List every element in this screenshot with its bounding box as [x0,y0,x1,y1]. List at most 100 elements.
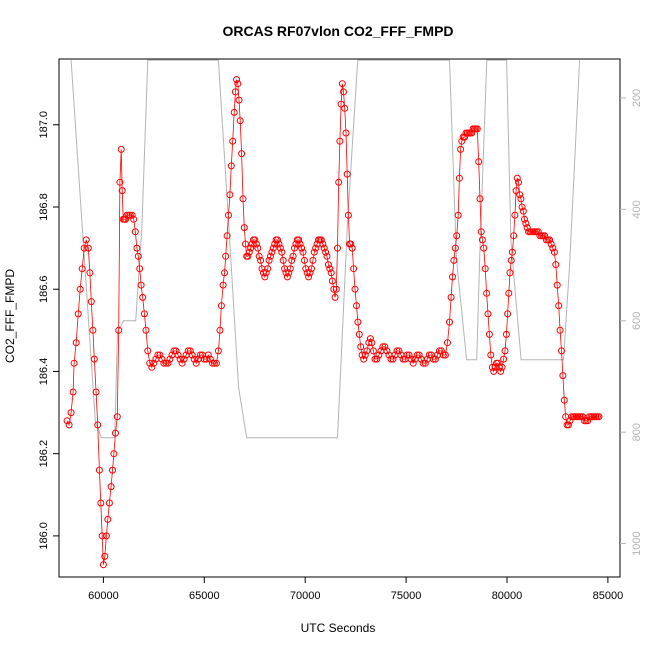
data-point [276,244,284,252]
data-point [441,351,449,359]
data-point [435,347,443,355]
data-point [498,363,506,371]
data-point [415,351,423,359]
data-point [295,236,303,244]
chart-title: ORCAS RF07vlon CO2_FFF_FMPD [222,23,453,39]
data-point [310,248,318,256]
data-point [419,359,427,367]
data-point [565,421,572,429]
data-point [196,351,204,359]
data-point [516,191,524,199]
data-point [328,277,336,285]
data-point [217,302,225,310]
data-point [360,355,368,363]
data-point [251,236,259,244]
data-point [373,355,381,363]
data-point [560,396,568,404]
x-tick-label: 65000 [189,590,220,602]
data-point [254,244,262,252]
data-point [361,351,369,359]
data-point [274,236,281,244]
data-point [407,355,415,363]
data-point [555,302,563,310]
data-point [354,318,362,326]
data-point [102,532,110,540]
data-point [455,174,463,182]
data-point [409,359,417,367]
data-point [522,219,530,227]
data-point [348,244,356,252]
data-point [431,355,439,363]
data-point [286,265,294,273]
data-point [331,293,339,301]
data-point [245,248,253,256]
data-point [267,252,274,260]
data-point [504,310,512,318]
data-point [222,252,230,260]
data-point [117,145,125,153]
data-point [140,310,148,318]
data-point [357,343,365,351]
data-point [261,273,269,281]
data-point [227,162,235,170]
data-point [80,244,88,252]
data-point [547,240,555,248]
data-point [556,326,564,334]
data-point [299,248,307,256]
data-point [118,187,126,195]
data-point [285,269,293,277]
data-point [202,355,210,363]
data-point [517,195,525,203]
data-point [341,104,349,112]
data-point [223,232,231,240]
data-point [319,240,327,248]
data-point [180,355,188,363]
right-tick-label: 200 [631,89,643,107]
data-point [421,359,429,367]
x-tick-label: 75000 [391,590,422,602]
data-point [262,269,270,277]
data-point [282,269,290,277]
plot-frame [58,58,621,578]
data-point [113,413,121,421]
data-point [393,347,401,355]
x-axis-title: UTC Seconds [301,621,376,635]
data-point [559,372,567,380]
data-point [134,252,142,260]
y-axis-right: 200 400 600 800 1000 [620,89,643,556]
data-point [342,129,350,137]
data-point [126,211,134,219]
data-point [148,363,156,371]
y-tick-label: 186.6 [38,275,50,303]
data-point [306,269,314,277]
data-point [229,137,237,145]
data-point [236,117,244,125]
data-point [136,265,144,273]
data-point [395,347,403,355]
data-point [146,359,154,367]
data-point [269,244,277,252]
data-point [350,265,358,273]
data-point [305,273,313,281]
data-point [72,339,80,347]
data-point [552,261,560,269]
data-point [76,285,84,293]
data-point [98,532,106,540]
y-tick-label: 186.2 [38,440,50,468]
data-point [309,256,317,264]
data-point [110,450,118,458]
data-point [446,318,453,326]
data-point [265,256,273,264]
data-point [501,347,509,355]
data-point [214,347,222,355]
data-point [95,466,103,474]
data-point [511,211,519,219]
data-point [549,244,557,252]
data-point [519,207,527,215]
data-point [330,285,338,293]
data-point [264,265,272,273]
data-point [69,388,77,396]
primary-series-points-layer [63,76,603,569]
data-point [78,265,86,273]
